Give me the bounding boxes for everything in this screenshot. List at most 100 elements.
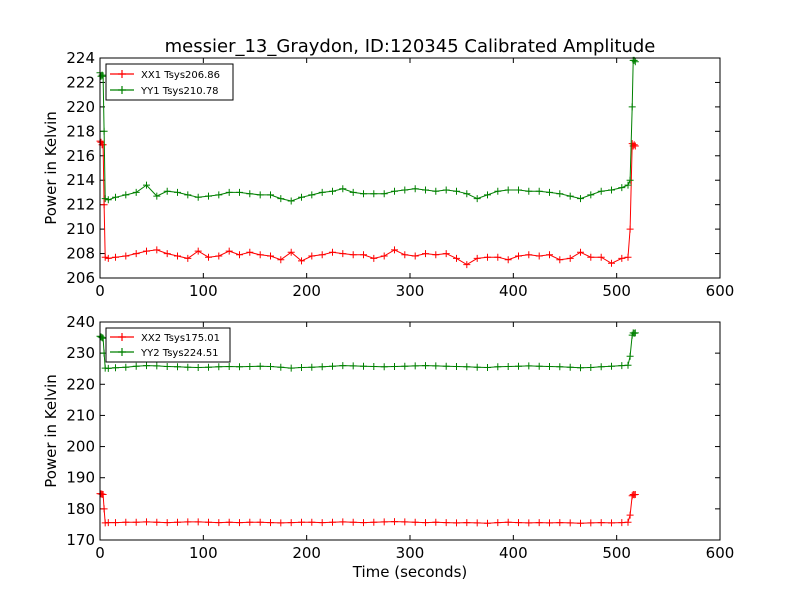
data-point-yy2 [577,364,584,372]
data-point-yy2 [360,362,367,370]
data-point-yy2 [246,363,254,370]
bottom-series-layer [96,329,639,527]
data-point-xx2 [504,518,512,526]
data-point-yy2 [215,363,223,371]
data-point-xx2 [225,518,233,526]
data-point-yy1 [99,72,107,80]
data-point-yy1 [624,181,632,189]
data-point-yy1 [484,191,491,199]
data-point-yy2 [184,363,192,371]
data-point-yy1 [422,186,429,194]
data-point-xx1 [473,254,481,262]
data-point-xx2 [618,519,626,527]
data-point-yy1 [597,187,605,195]
data-point-xx2 [256,518,264,526]
data-point-xx1 [246,248,254,256]
data-point-xx1 [626,225,634,233]
data-point-xx2 [515,519,522,527]
data-point-yy2 [401,362,409,370]
data-point-yy1 [277,195,285,203]
data-point-yy1 [339,185,347,193]
data-point-yy2 [566,363,574,371]
data-point-xx1 [370,254,378,262]
bottom-axis-ticks: 0 100 200 300 400 500 600 170 180 190 200 210 220 230… [66,313,734,562]
data-point-yy2 [546,363,553,370]
data-point-xx1 [101,253,109,261]
x-tick-label: 400 [499,544,528,562]
data-point-xx2 [339,518,347,526]
data-point-yy1 [112,193,119,201]
data-point-yy2 [99,334,107,342]
x-tick-label: 0 [95,282,105,300]
data-point-xx2 [267,519,274,527]
y-tick-label: 180 [66,500,95,518]
data-point-xx1 [205,253,212,261]
data-point-yy2 [205,363,212,371]
data-point-xx1 [566,254,574,262]
data-point-xx1 [422,250,429,258]
data-point-xx2 [298,518,305,526]
data-point-yy1 [349,188,357,196]
legend-box [105,63,234,101]
data-point-yy2 [112,364,119,372]
y-tick-label: 216 [66,147,95,165]
data-point-yy2 [618,362,626,370]
top-axis-ticks: 0 100 200 300 400 500 600 206 208 210 212 214 216 218… [66,49,734,300]
data-point-xx1 [112,253,119,261]
x-tick-label: 100 [189,282,218,300]
data-point-xx1 [99,141,107,149]
data-point-yy1 [628,103,636,111]
data-point-yy2 [339,362,347,370]
data-point-yy2 [422,362,429,370]
data-point-xx1 [184,254,192,262]
data-point-xx2 [587,519,595,527]
data-point-yy1 [205,192,212,200]
y-tick-label: 230 [66,344,95,362]
data-point-xx1 [535,252,543,260]
data-point-xx1 [277,256,285,264]
data-point-xx2 [401,518,409,526]
legend-label-yy1: YY1 Tsys210.78 [140,86,219,97]
data-point-xx2 [432,518,440,526]
data-point-xx2 [153,518,161,526]
x-tick-label: 300 [396,544,425,562]
data-point-xx2 [104,519,112,527]
data-point-xx1 [494,253,502,261]
y-tick-label: 214 [66,171,95,189]
data-point-xx1 [608,259,615,267]
data-point-yy1 [608,186,615,194]
data-point-xx2 [546,519,553,527]
data-point-yy2 [225,363,233,370]
data-point-yy1 [100,127,108,135]
data-point-yy1 [473,195,481,203]
top-plot-frame [99,57,721,279]
data-point-xx2 [308,518,316,526]
data-point-xx1 [132,250,140,258]
y-tick-label: 170 [66,531,95,549]
data-point-yy1 [546,188,553,196]
x-tick-label: 200 [292,282,321,300]
data-point-yy2 [473,363,481,371]
data-point-xx2 [463,519,471,527]
data-point-xx2 [100,505,108,513]
data-point-yy1 [184,191,192,199]
data-point-yy1 [370,190,378,198]
data-point-yy1 [329,187,336,195]
data-point-xx2 [370,518,378,526]
x-tick-label: 300 [396,282,425,300]
data-point-xx1 [556,256,564,264]
data-point-yy1 [122,191,130,199]
x-tick-label: 500 [602,544,631,562]
data-point-xx2 [380,518,388,526]
data-point-xx1 [329,248,336,256]
data-point-xx1 [453,254,460,262]
data-point-yy2 [267,363,274,370]
data-point-yy2 [380,363,388,371]
data-point-xx2 [626,511,634,519]
y-tick-label: 240 [66,313,95,331]
chart-title: messier_13_Graydon, ID:120345 Calibrated… [165,36,656,57]
data-point-xx2 [318,519,326,527]
data-point-yy1 [215,191,223,199]
data-point-yy1 [401,186,409,194]
x-tick-label: 600 [706,544,735,562]
